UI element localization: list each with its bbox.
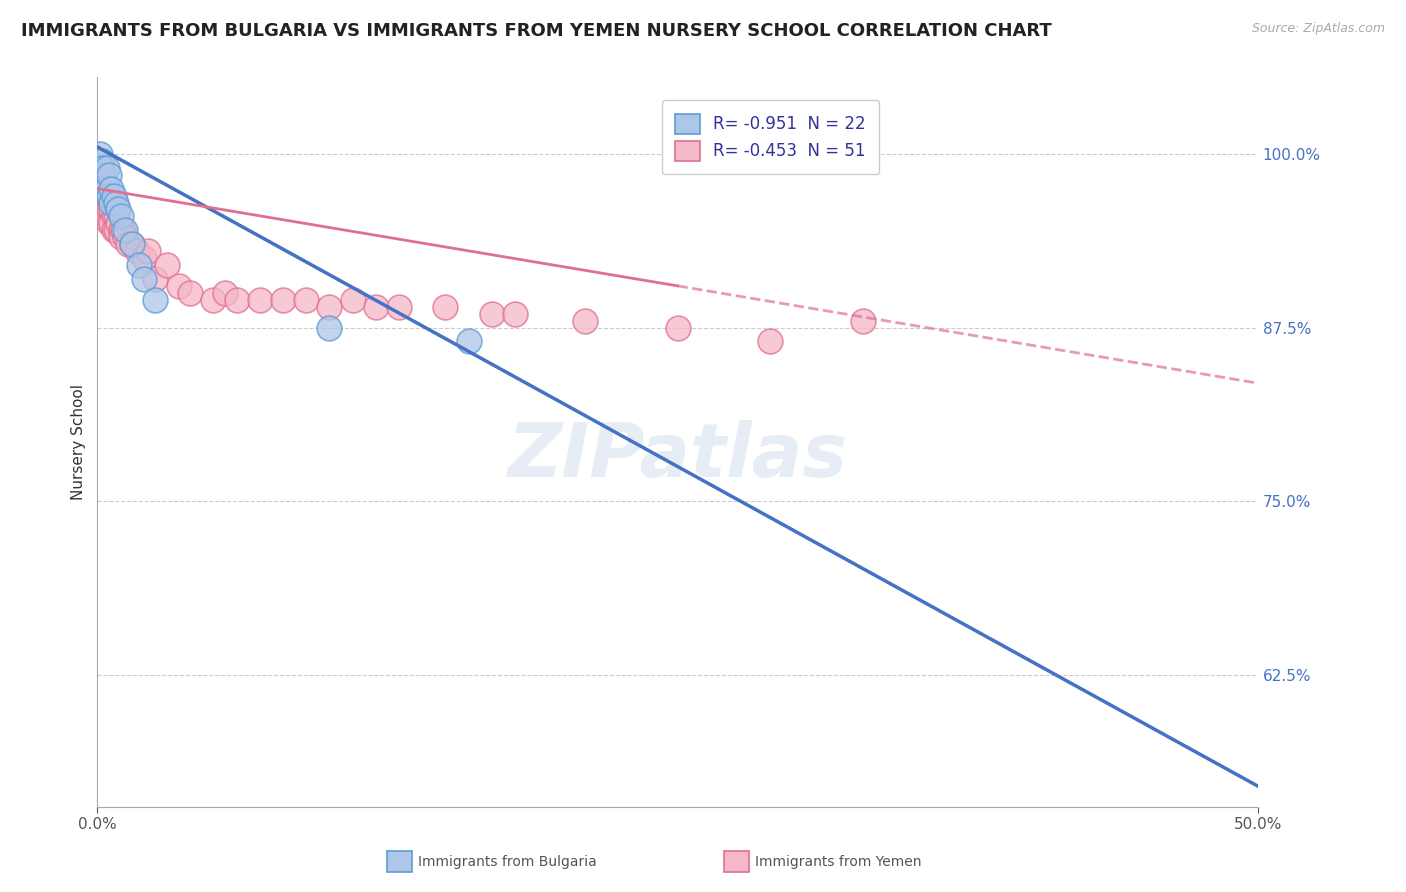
Point (110, 223, 132, 237)
Point (225, 293, 247, 307)
Point (364, 300, 387, 314)
Point (121, 237, 143, 252)
Point (96, 195, 118, 210)
Point (156, 258, 179, 272)
Point (91, 175, 114, 189)
Point (103, 223, 125, 237)
Text: Source: ZipAtlas.com: Source: ZipAtlas.com (1251, 22, 1385, 36)
Point (97, 195, 120, 210)
Point (104, 210, 127, 224)
Point (91, 195, 114, 210)
Point (145, 272, 167, 286)
Point (89, 161, 111, 175)
Point (100, 216, 122, 230)
Point (96, 161, 118, 175)
Point (481, 307, 503, 321)
Point (97, 188, 120, 202)
Text: Immigrants from Bulgaria: Immigrants from Bulgaria (418, 855, 596, 869)
Point (117, 237, 139, 252)
Point (342, 293, 364, 307)
Point (89, 146, 111, 161)
Point (271, 293, 294, 307)
Point (96, 188, 118, 202)
Point (125, 244, 148, 259)
Point (93, 175, 115, 189)
Point (110, 210, 132, 224)
Point (318, 320, 340, 334)
Point (121, 237, 143, 252)
Point (457, 334, 479, 349)
Point (93, 202, 115, 217)
Point (852, 313, 875, 327)
Point (91, 188, 114, 202)
Point (128, 258, 150, 272)
Point (107, 202, 129, 217)
Point (93, 181, 115, 195)
Point (167, 278, 190, 293)
Point (132, 251, 155, 265)
Point (100, 202, 122, 217)
Point (114, 223, 136, 237)
Point (503, 307, 526, 321)
Point (97, 202, 120, 217)
Legend: R= -0.951  N = 22, R= -0.453  N = 51: R= -0.951 N = 22, R= -0.453 N = 51 (662, 101, 879, 174)
Point (759, 334, 782, 349)
Point (179, 285, 201, 300)
Point (132, 272, 155, 286)
Point (104, 195, 127, 210)
Text: Immigrants from Yemen: Immigrants from Yemen (755, 855, 921, 869)
Point (114, 230, 136, 244)
Point (249, 293, 271, 307)
Point (214, 285, 236, 300)
Point (110, 230, 132, 244)
Y-axis label: Nursery School: Nursery School (72, 384, 86, 500)
Point (96, 210, 118, 224)
Point (434, 300, 457, 314)
Point (100, 181, 122, 195)
Point (100, 195, 122, 210)
Point (574, 313, 596, 327)
Point (295, 293, 318, 307)
Point (107, 216, 129, 230)
Point (93, 168, 115, 182)
Text: IMMIGRANTS FROM BULGARIA VS IMMIGRANTS FROM YEMEN NURSERY SCHOOL CORRELATION CHA: IMMIGRANTS FROM BULGARIA VS IMMIGRANTS F… (21, 22, 1052, 40)
Point (145, 293, 167, 307)
Point (138, 244, 160, 259)
Point (97, 168, 120, 182)
Point (318, 300, 340, 314)
Point (91, 161, 114, 175)
Point (666, 320, 689, 334)
Point (388, 300, 411, 314)
Point (91, 153, 114, 168)
Point (96, 181, 118, 195)
Point (111, 223, 134, 237)
Point (93, 195, 115, 210)
Point (89, 181, 111, 195)
Point (97, 216, 120, 230)
Text: ZIPatlas: ZIPatlas (508, 420, 848, 493)
Point (103, 210, 125, 224)
Point (103, 188, 125, 202)
Point (202, 293, 225, 307)
Point (104, 223, 127, 237)
